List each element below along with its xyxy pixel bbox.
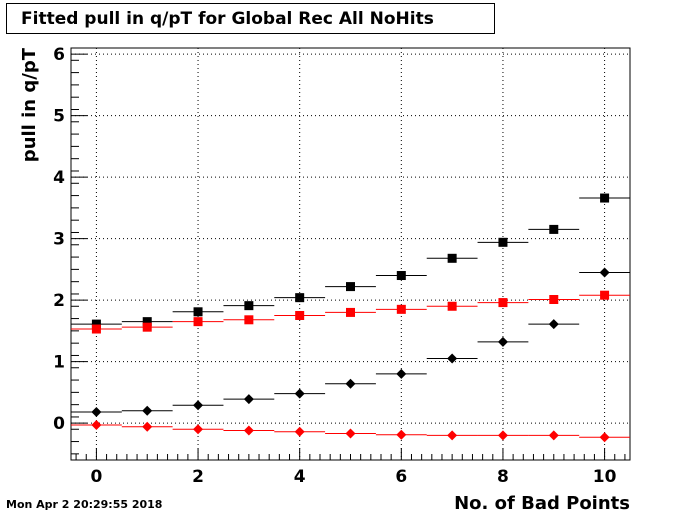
chart-title-box: Fitted pull in q/pT for Global Rec All N… bbox=[6, 3, 495, 34]
series-4 bbox=[71, 419, 630, 443]
data-point-diamond bbox=[193, 400, 204, 411]
grid-lines bbox=[71, 48, 630, 460]
y-tick-label: 0 bbox=[53, 414, 65, 434]
y-tick-label: 4 bbox=[53, 168, 65, 188]
data-point-diamond bbox=[396, 429, 407, 440]
data-point-diamond bbox=[294, 388, 305, 399]
x-tick-label: 0 bbox=[90, 467, 102, 487]
x-tick-labels: 0 2 4 6 8 10 bbox=[90, 467, 616, 487]
data-point-square bbox=[295, 310, 305, 320]
x-tick-label: 10 bbox=[593, 467, 617, 487]
series-3 bbox=[71, 267, 630, 418]
data-point-square bbox=[600, 193, 610, 203]
data-point-diamond bbox=[294, 426, 305, 437]
y-tick-label: 5 bbox=[53, 107, 65, 127]
data-point-square bbox=[447, 253, 457, 263]
data-point-square bbox=[346, 282, 355, 292]
data-point-diamond bbox=[548, 319, 559, 330]
data-point-square bbox=[498, 237, 508, 247]
y-tick-labels: 0 1 2 3 4 5 6 bbox=[53, 45, 65, 434]
data-point-square bbox=[244, 301, 254, 311]
data-point-square bbox=[142, 322, 152, 332]
y-tick-label: 6 bbox=[53, 45, 65, 65]
data-point-square bbox=[600, 290, 610, 300]
data-point-diamond bbox=[243, 394, 254, 405]
y-axis-title: pull in q/pT bbox=[19, 47, 40, 162]
data-point-diamond bbox=[396, 368, 407, 379]
data-point-square bbox=[447, 301, 457, 311]
data-point-square bbox=[142, 317, 152, 327]
data-point-square bbox=[549, 295, 559, 305]
series-2 bbox=[71, 290, 630, 334]
x-tick-label: 4 bbox=[294, 467, 306, 487]
data-series bbox=[71, 193, 630, 443]
data-point-square bbox=[396, 271, 406, 281]
timestamp: Mon Apr 2 20:29:55 2018 bbox=[6, 498, 163, 511]
data-point-diamond bbox=[497, 430, 508, 441]
data-point-diamond bbox=[142, 405, 153, 416]
data-point-square bbox=[295, 293, 305, 303]
chart-title: Fitted pull in q/pT for Global Rec All N… bbox=[21, 9, 434, 29]
data-point-square bbox=[91, 319, 101, 329]
data-point-diamond bbox=[91, 407, 102, 418]
data-point-diamond bbox=[548, 430, 559, 441]
data-point-square bbox=[193, 317, 203, 327]
series-1 bbox=[71, 193, 630, 329]
plot-frame bbox=[70, 47, 631, 461]
data-point-diamond bbox=[91, 419, 102, 430]
axis-ticks bbox=[71, 53, 626, 460]
data-point-diamond bbox=[193, 424, 204, 435]
data-point-square bbox=[244, 315, 254, 325]
y-tick-label: 3 bbox=[53, 230, 65, 250]
data-point-diamond bbox=[345, 378, 356, 389]
data-point-diamond bbox=[142, 421, 153, 432]
data-point-square bbox=[498, 298, 508, 308]
y-tick-label: 2 bbox=[53, 291, 65, 311]
data-point-square bbox=[91, 324, 101, 334]
x-axis-title: No. of Bad Points bbox=[454, 493, 630, 514]
data-point-square bbox=[193, 307, 203, 317]
data-point-square bbox=[346, 307, 355, 317]
y-tick-label: 1 bbox=[53, 353, 65, 373]
data-point-square bbox=[549, 224, 559, 234]
data-point-diamond bbox=[345, 428, 356, 439]
data-point-diamond bbox=[599, 267, 610, 278]
data-point-diamond bbox=[447, 430, 458, 441]
data-point-diamond bbox=[243, 425, 254, 436]
x-tick-label: 2 bbox=[192, 467, 204, 487]
data-point-diamond bbox=[497, 336, 508, 347]
x-tick-label: 8 bbox=[497, 467, 509, 487]
data-point-square bbox=[396, 304, 406, 314]
x-tick-label: 6 bbox=[395, 467, 407, 487]
data-point-diamond bbox=[447, 353, 458, 364]
data-point-diamond bbox=[599, 432, 610, 443]
